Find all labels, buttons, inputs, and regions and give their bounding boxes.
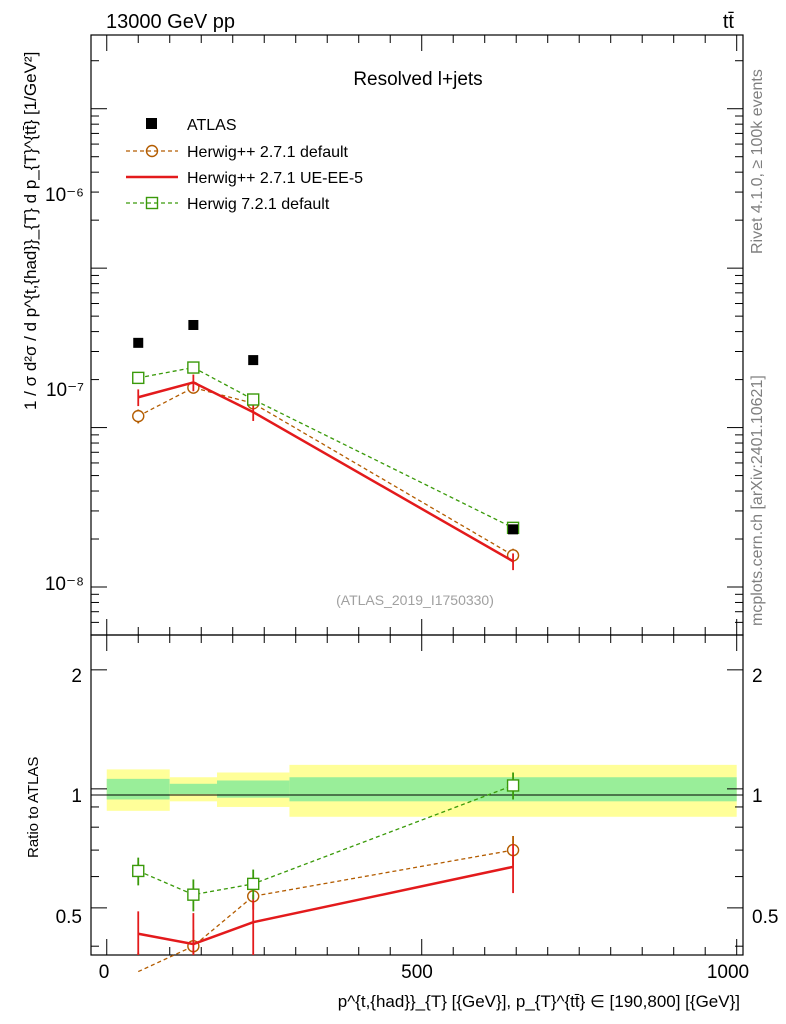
x-tick-label-0: 0 xyxy=(99,962,110,983)
main-y-axis-label: 1 / σ d²σ / d p^{t,{had}}_{T} d p_{T}^{t… xyxy=(21,52,40,410)
main-y-tick-label-1e-7: 10⁻⁷ xyxy=(46,380,84,401)
main-point-atlas xyxy=(248,355,259,366)
legend: ATLAS Herwig++ 2.7.1 default Herwig++ 2.… xyxy=(126,117,363,213)
ratio-point-herwig7-default xyxy=(506,779,520,792)
x-tick-label-500: 500 xyxy=(401,962,433,983)
main-y-tick-label-1e-6: 10⁻⁶ xyxy=(45,185,84,206)
ratio-y-tick-label-0.5-left: 0.5 xyxy=(56,907,82,928)
ratio-uncertainty-bands xyxy=(106,764,737,817)
plot-title: Resolved l+jets xyxy=(353,69,482,90)
main-point-atlas xyxy=(188,319,199,330)
main-point-herwig7-default xyxy=(247,393,260,406)
ratio-y-tick-label-1-left: 1 xyxy=(71,786,82,807)
ratio-y-tick-label-2-right: 2 xyxy=(752,666,763,687)
collision-label: 13000 GeV pp xyxy=(106,11,235,33)
ratio-y-axis-label: Ratio to ATLAS xyxy=(25,757,42,858)
process-label: tt̄ xyxy=(723,11,735,33)
main-point-herwig7-default xyxy=(187,361,200,374)
x-tick-label-1000: 1000 xyxy=(707,962,749,983)
legend-label-herwigpp-default: Herwig++ 2.7.1 default xyxy=(187,144,349,161)
main-point-herwig7-default xyxy=(132,371,145,385)
ratio-band-inner-2 xyxy=(216,780,290,798)
legend-label-herwigpp-ueee5: Herwig++ 2.7.1 UE-EE-5 xyxy=(187,170,363,187)
legend-label-herwig7-default: Herwig 7.2.1 default xyxy=(187,196,330,213)
ratio-line-herwigpp-default xyxy=(137,849,514,973)
ratio-line-herwigpp-ueee5 xyxy=(138,865,514,946)
ratio-point-herwig7-default xyxy=(187,888,200,901)
main-line-herwigpp-ueee5 xyxy=(137,381,514,563)
ratio-band-inner-0 xyxy=(106,778,170,800)
main-point-herwigpp-default xyxy=(132,409,145,423)
legend-marker-herwigpp-default xyxy=(145,144,159,158)
ratio-line-herwig7-default xyxy=(137,784,514,896)
data-marks xyxy=(132,319,520,973)
ratio-band-inner-1 xyxy=(169,783,217,795)
ratio-y-tick-label-2-left: 2 xyxy=(71,666,82,687)
ratio-y-tick-label-0.5-right: 0.5 xyxy=(752,907,778,928)
analysis-tag: (ATLAS_2019_I1750330) xyxy=(336,592,494,608)
axis-ticks xyxy=(91,35,743,955)
ratio-point-herwig7-default xyxy=(132,864,145,878)
ratio-y-tick-label-1-right: 1 xyxy=(752,786,763,807)
main-line-herwigpp-default xyxy=(137,386,514,556)
ratio-point-herwig7-default xyxy=(247,877,260,891)
legend-marker-atlas xyxy=(146,118,157,129)
legend-label-atlas: ATLAS xyxy=(187,117,237,134)
main-point-atlas xyxy=(508,524,519,535)
rivet-version-note: Rivet 4.1.0, ≥ 100k events xyxy=(749,69,766,254)
main-y-tick-label-1e-8: 10⁻⁸ xyxy=(45,574,84,595)
main-point-atlas xyxy=(133,337,144,348)
x-axis-label: p^{t,{had}}_{T} [{GeV}], p_{T}^{tt̄} ∈ [… xyxy=(338,992,740,1011)
legend-marker-herwig7-default xyxy=(145,196,159,210)
main-line-herwig7-default xyxy=(138,366,514,529)
mcplots-note: mcplots.cern.ch [arXiv:2401.10621] xyxy=(749,375,766,626)
